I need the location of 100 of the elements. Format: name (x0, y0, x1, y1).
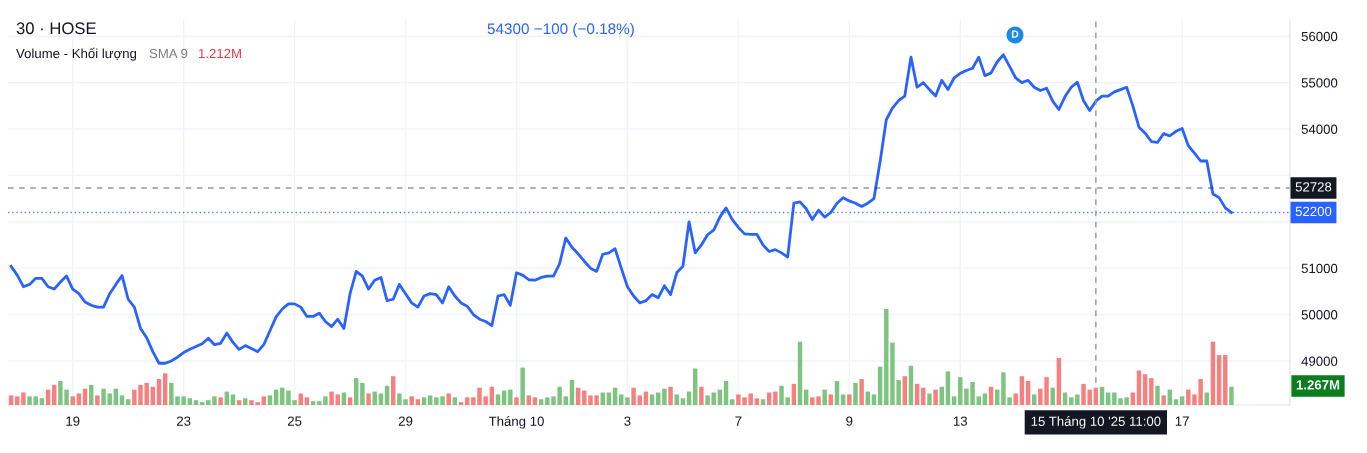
bar (1075, 394, 1080, 405)
bar (569, 380, 575, 405)
bar (76, 393, 82, 405)
chart-subtitle: 54300 −100 (−0.18%) (487, 22, 634, 38)
y-tick-label: 55000 (1301, 78, 1338, 88)
bar (218, 397, 223, 405)
bar (958, 377, 963, 405)
bar (39, 398, 45, 405)
x-tick-label: 15 Tháng 10 '25 11:00 (1031, 416, 1161, 429)
bar (680, 398, 686, 405)
bar (1032, 394, 1037, 405)
annotation: D (1011, 30, 1019, 38)
bar (366, 393, 371, 405)
x-tick-label: 13 (953, 416, 968, 426)
bar (1149, 378, 1154, 405)
bar (847, 394, 852, 405)
bar (421, 397, 427, 405)
text: 1.267M (1296, 380, 1340, 390)
bar (88, 384, 94, 405)
x-tick-label: 3 (624, 416, 631, 426)
bar (230, 394, 236, 405)
y-tick-label: 49000 (1301, 356, 1338, 366)
bar (853, 382, 858, 405)
x-tick-label: 17 (1175, 416, 1189, 426)
ref-line-label: 52728 (1295, 182, 1332, 192)
bar (797, 341, 803, 405)
bar (21, 392, 26, 405)
ref-line-label: 52200 (1295, 206, 1332, 217)
bar (243, 398, 248, 405)
bar (446, 393, 451, 405)
bar (662, 388, 667, 405)
bar (649, 394, 655, 405)
bar (378, 393, 384, 405)
bar (828, 394, 834, 405)
bar (495, 394, 501, 405)
bar (945, 371, 951, 405)
bar (347, 397, 353, 405)
x-tick-label: 29 (398, 416, 413, 426)
bar (859, 379, 864, 405)
bar (464, 397, 470, 405)
bar (822, 389, 827, 405)
bar (27, 396, 32, 405)
bar (1013, 393, 1018, 405)
bar (1068, 397, 1074, 405)
bar (1136, 370, 1142, 405)
bar (187, 398, 193, 405)
bar (834, 381, 840, 405)
bar (1050, 387, 1055, 405)
x-tick-label: 7 (735, 416, 742, 426)
bar (1229, 386, 1234, 405)
bar (1173, 399, 1179, 405)
chart-title: 30 · HOSE (16, 22, 96, 35)
bar (927, 393, 932, 405)
annotation: 1.212M (199, 48, 241, 58)
bar (193, 400, 199, 405)
y-tick-label: 50000 (1301, 310, 1338, 320)
bar (976, 396, 981, 405)
bar (261, 396, 266, 405)
bar (33, 396, 38, 405)
bar (52, 384, 57, 405)
bar (1019, 376, 1025, 405)
chart-subtitle: SMA 9 (149, 48, 188, 59)
bar (625, 397, 630, 405)
bar (532, 397, 538, 405)
bar (409, 396, 414, 405)
bar (354, 378, 359, 405)
bar (452, 397, 458, 405)
bar (754, 398, 760, 405)
bar (674, 394, 679, 405)
bar (840, 394, 846, 405)
y-tick-label: 54000 (1301, 124, 1338, 134)
bar (982, 393, 988, 405)
bar (317, 401, 322, 405)
bar (70, 396, 75, 405)
bar (125, 399, 131, 405)
bar (15, 396, 20, 405)
bar (637, 395, 642, 405)
bar (156, 379, 162, 405)
x-tick-label: Tháng 10 (488, 416, 544, 429)
bar (1161, 395, 1166, 405)
x-tick-label: 23 (176, 416, 191, 426)
bar (1179, 396, 1185, 405)
bar (563, 396, 569, 405)
bar (729, 399, 735, 405)
y-tick-label: 56000 (1301, 31, 1338, 42)
bar (933, 389, 938, 405)
bar (95, 395, 100, 405)
bar (267, 395, 273, 405)
bar (668, 386, 673, 405)
bar (1223, 355, 1228, 405)
bar (871, 394, 877, 405)
bar (199, 402, 205, 405)
bar (162, 373, 168, 405)
bar (514, 397, 519, 405)
bar (1142, 374, 1148, 405)
chart-title: Volume - Khối lượng (16, 47, 137, 61)
bar (760, 399, 766, 405)
bar (699, 386, 704, 405)
bar (329, 391, 334, 405)
bar (538, 399, 544, 405)
